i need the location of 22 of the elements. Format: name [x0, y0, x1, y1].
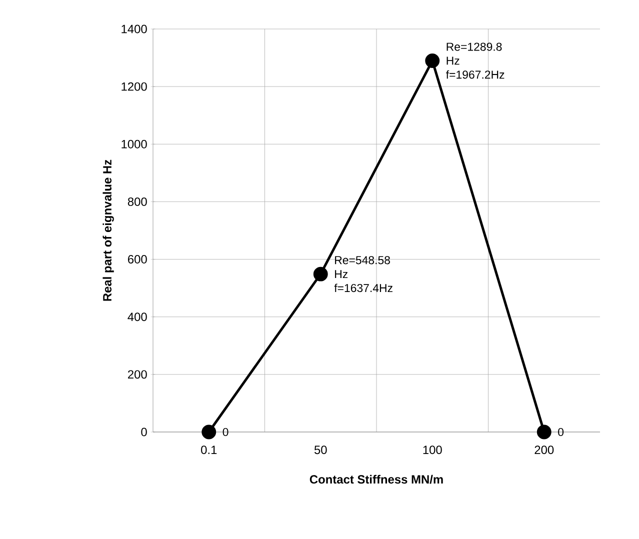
x-axis-title: Contact Stiffness MN/m	[310, 474, 443, 484]
point	[202, 424, 216, 440]
x-tick-label: 200	[534, 446, 554, 454]
data-label: Re=1289.8 Hz f=1967.2Hz	[446, 42, 504, 79]
point	[536, 424, 552, 440]
y-tick-label: 600	[128, 255, 147, 264]
y-tick-label: 200	[128, 370, 147, 379]
x-tick-label: 0.1	[201, 446, 217, 454]
x-tick-label: 50	[314, 446, 327, 454]
data-label: Re=548.58 Hz f=1637.4Hz	[334, 256, 392, 292]
data-label: 0	[558, 428, 564, 436]
y-tick-label: 0	[141, 428, 147, 436]
y-tick-label: 1200	[122, 82, 147, 91]
y-tick-label: 400	[128, 312, 147, 322]
y-tick-label: 1400	[122, 24, 147, 34]
y-tick-label: 1000	[122, 140, 147, 148]
point	[425, 53, 440, 68]
y-tick-label: 800	[128, 197, 147, 206]
data-label: 0	[222, 428, 228, 436]
x-tick-label: 100	[423, 446, 442, 454]
point	[313, 266, 328, 282]
y-axis-title: Real part of eignvalue Hz	[102, 160, 114, 301]
